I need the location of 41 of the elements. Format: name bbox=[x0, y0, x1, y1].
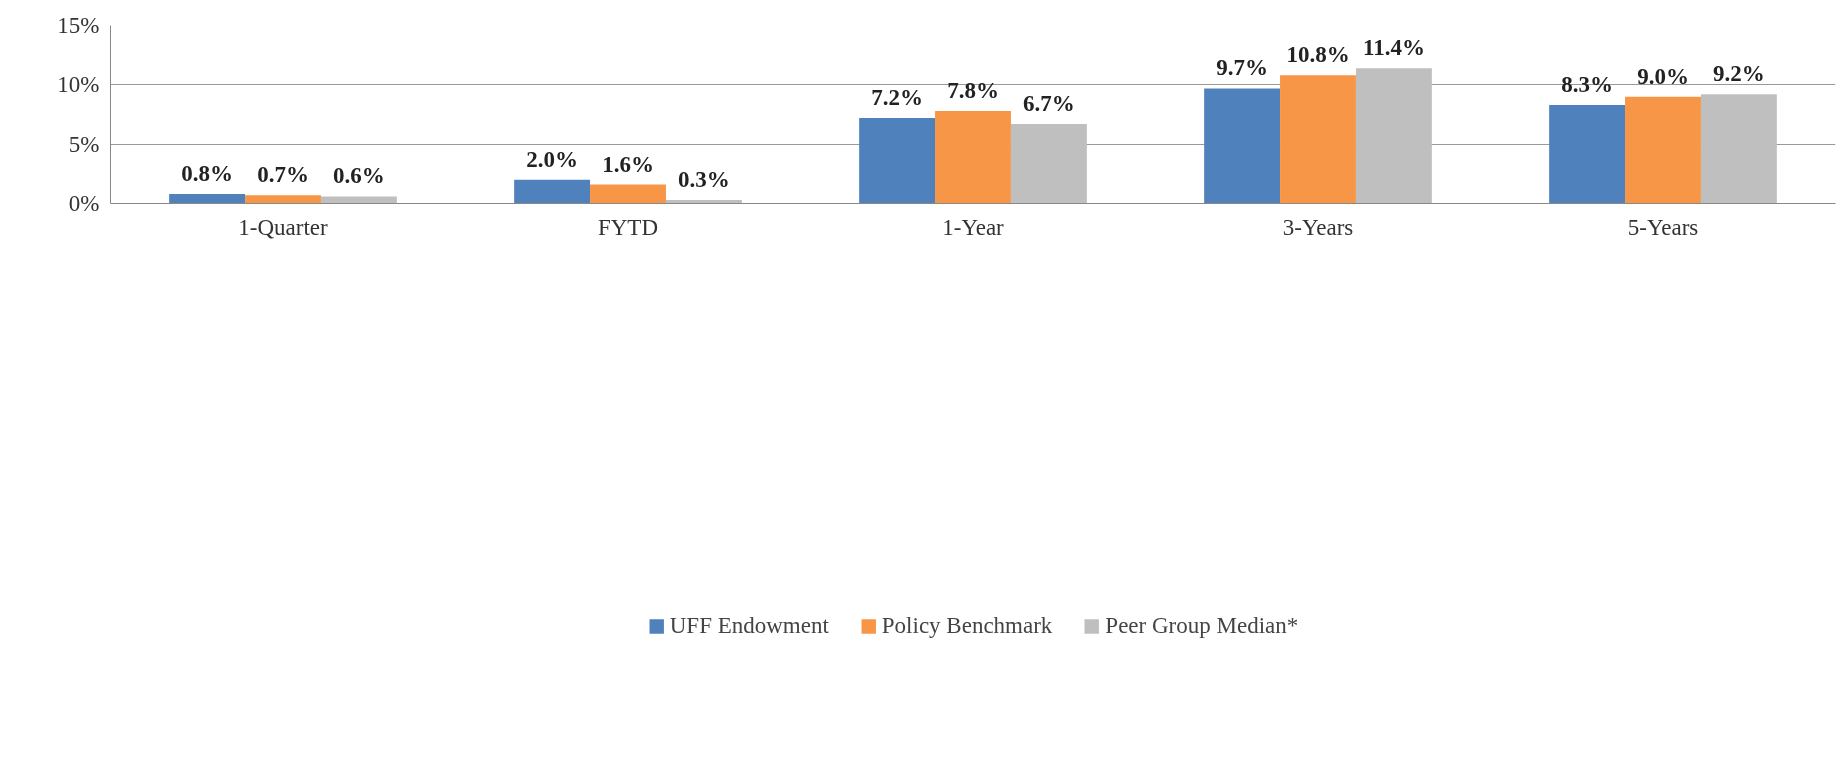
data-label: 9.2% bbox=[1713, 61, 1765, 87]
x-tick-label: 3-Years bbox=[1282, 214, 1354, 240]
x-tick-label: FYTD bbox=[597, 214, 659, 240]
x-tick-label: 1-Quarter bbox=[238, 214, 329, 240]
bar bbox=[1010, 123, 1087, 204]
legend-label: Policy Benchmark bbox=[881, 612, 1053, 639]
data-label: 7.2% bbox=[871, 85, 923, 111]
bar bbox=[859, 118, 936, 204]
bar bbox=[1625, 96, 1701, 204]
bar bbox=[245, 195, 321, 204]
y-tick-label: 5% bbox=[68, 131, 100, 157]
data-label: 9.7% bbox=[1216, 55, 1268, 81]
bar bbox=[320, 196, 397, 204]
bar bbox=[1549, 105, 1626, 204]
data-label: 7.8% bbox=[947, 77, 999, 103]
bar bbox=[935, 110, 1011, 204]
y-tick-label: 10% bbox=[57, 72, 100, 98]
data-label: 11.4% bbox=[1362, 35, 1425, 61]
legend-label: UFF Endowment bbox=[669, 612, 829, 639]
data-label: 6.7% bbox=[1023, 90, 1075, 116]
y-tick-label: 0% bbox=[68, 191, 100, 216]
bar bbox=[1280, 75, 1356, 204]
legend-label: Peer Group Median* bbox=[1105, 612, 1299, 639]
data-label: 2.0% bbox=[526, 146, 578, 172]
data-label: 8.3% bbox=[1561, 72, 1613, 98]
data-label: 10.8% bbox=[1286, 42, 1350, 68]
data-label: 0.6% bbox=[333, 163, 385, 189]
y-tick-label: 15% bbox=[57, 13, 100, 38]
x-tick-label: 5-Years bbox=[1627, 214, 1699, 240]
bar bbox=[169, 194, 246, 204]
bar bbox=[1204, 88, 1281, 204]
bar bbox=[590, 184, 666, 204]
data-label: 9.0% bbox=[1637, 63, 1689, 89]
x-tick-label: 1-Year bbox=[942, 214, 1005, 240]
bar bbox=[1355, 68, 1432, 204]
data-label: 1.6% bbox=[602, 151, 654, 177]
data-label: 0.3% bbox=[678, 166, 730, 192]
data-label: 0.7% bbox=[257, 162, 309, 188]
bar bbox=[1700, 94, 1777, 204]
data-label: 0.8% bbox=[181, 161, 233, 187]
bar bbox=[514, 179, 591, 204]
